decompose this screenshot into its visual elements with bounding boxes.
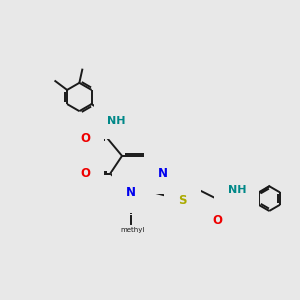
Text: O: O: [80, 132, 90, 145]
Text: S: S: [178, 194, 187, 207]
Text: methyl: methyl: [120, 227, 145, 233]
Text: O: O: [80, 167, 90, 180]
Text: N: N: [126, 186, 136, 199]
Text: NH: NH: [107, 116, 125, 126]
Text: O: O: [213, 214, 223, 227]
Text: NH: NH: [228, 185, 246, 195]
Text: N: N: [158, 167, 168, 180]
